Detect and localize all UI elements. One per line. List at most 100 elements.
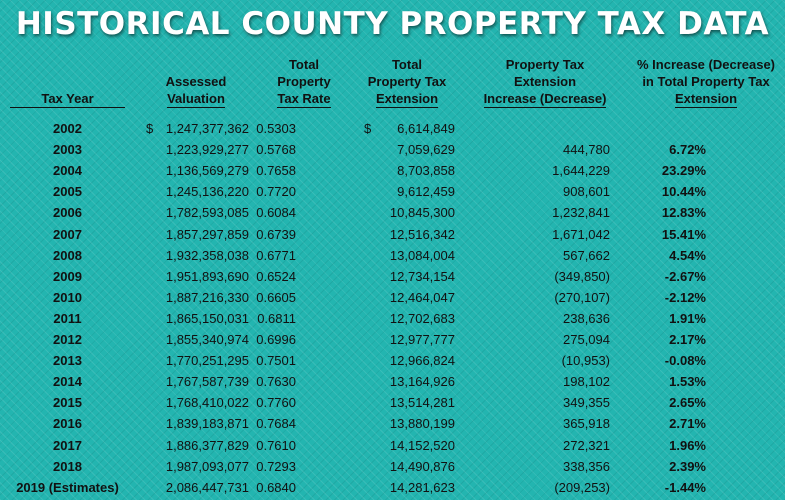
assessed-valuation-cell: 1,768,410,022 xyxy=(165,395,249,411)
extension-increase-cell: 275,094 xyxy=(563,332,610,347)
tax-rate-cell: 0.5768 xyxy=(256,142,296,158)
table-row: 2010 1,887,216,330 0.6605 12,464,047 (270,10… xyxy=(0,287,785,308)
tax-extension-cell: 14,490,876 xyxy=(389,458,455,474)
extension-increase-cell: 1,232,841 xyxy=(552,205,610,221)
header-line: Tax Year xyxy=(10,90,125,108)
assessed-valuation-cell: 1,886,377,829 xyxy=(165,437,249,453)
header-line: Assessed xyxy=(165,74,227,89)
percent-increase-cell: 12.83% xyxy=(661,205,706,221)
table-row: 2005 1,245,136,220 0.7720 9,612,459 908,601 1… xyxy=(0,181,785,202)
tax-year-cell: 2011 xyxy=(53,310,82,326)
extension-increase-cell: 1,644,229 xyxy=(552,163,610,179)
tax-rate-cell: 0.6771 xyxy=(256,247,296,263)
tax-year-cell: 2004 xyxy=(53,163,82,179)
tax-year-cell: 2015 xyxy=(53,395,82,411)
tax-rate-cell: 0.7630 xyxy=(256,374,296,390)
header-line: Property xyxy=(277,74,331,89)
tax-rate-cell: 0.7610 xyxy=(256,437,296,453)
tax-rate-cell: 0.5303 xyxy=(256,121,296,136)
tax-extension-cell: 7,059,629 xyxy=(397,142,455,158)
assessed-valuation-cell: 2,086,447,731 xyxy=(165,479,249,495)
table-row: $ $2002 1,247,377,362 0.5303 6,614,849 xyxy=(0,118,785,139)
tax-extension-cell: 12,977,777 xyxy=(389,332,455,347)
extension-increase-cell: (10,953) xyxy=(561,353,610,369)
tax-extension-cell: 8,703,858 xyxy=(397,163,455,179)
tax-rate-cell: 0.6811 xyxy=(257,310,296,326)
tax-year-cell: 2009 xyxy=(53,268,82,284)
tax-extension-cell: 14,152,520 xyxy=(389,437,455,453)
tax-year-cell: 2019 (Estimates) xyxy=(16,479,119,495)
tax-year-cell: 2018 xyxy=(53,458,82,474)
header-line: Valuation xyxy=(167,91,225,108)
header-line: % Increase (Decrease) xyxy=(636,57,776,72)
tax-rate-cell: 0.6524 xyxy=(256,268,296,284)
tax-rate-cell: 0.7658 xyxy=(256,163,296,179)
assessed-valuation-cell: 1,770,251,295 xyxy=(165,353,249,369)
extension-increase-cell: 349,355 xyxy=(563,395,610,411)
header-line: Increase (Decrease) xyxy=(483,91,607,108)
percent-increase-cell: -2.67% xyxy=(664,268,706,284)
extension-increase-cell: 444,780 xyxy=(563,142,610,158)
extension-increase-cell: 365,918 xyxy=(563,416,610,432)
table-row: 2009 1,951,893,690 0.6524 12,734,154 (349,85… xyxy=(0,266,785,287)
header-line: Property Tax xyxy=(367,74,447,89)
tax-extension-cell: 9,612,459 xyxy=(397,184,455,200)
extension-increase-cell: 567,662 xyxy=(563,247,610,263)
table-row: 2015 1,768,410,022 0.7760 13,514,281 349,355… xyxy=(0,392,785,413)
tax-extension-cell: 12,966,824 xyxy=(389,353,455,369)
table-row: 2016 1,839,183,871 0.7684 13,880,199 365,918… xyxy=(0,413,785,434)
table-row: 2012 1,855,340,974 0.6996 12,977,777 275,094… xyxy=(0,329,785,350)
header-line: Total xyxy=(391,57,423,72)
percent-increase-cell: 4.54% xyxy=(669,247,706,263)
header-percent-increase: % Increase (Decrease) in Total Property … xyxy=(628,48,784,108)
assessed-valuation-cell: 1,839,183,871 xyxy=(165,416,249,432)
percent-increase-cell: -2.12% xyxy=(664,289,706,305)
tax-year-cell: 2006 xyxy=(53,205,82,221)
table-row: 2008 1,932,358,038 0.6771 13,084,004 567,662… xyxy=(0,245,785,266)
header-line: Property Tax xyxy=(505,57,585,72)
extension-increase-cell: (209,253) xyxy=(554,479,610,495)
percent-increase-cell: 10.44% xyxy=(661,184,706,200)
table-row: 2004 1,136,569,279 0.7658 8,703,858 1,644,22… xyxy=(0,160,785,181)
header-line: Total xyxy=(288,57,320,72)
table-row: 2014 1,767,587,739 0.7630 13,164,926 198,102… xyxy=(0,371,785,392)
assessed-valuation-cell: 1,951,893,690 xyxy=(165,268,249,284)
assessed-valuation-cell: 1,136,569,279 xyxy=(165,163,249,179)
percent-increase-cell: -0.08% xyxy=(664,353,706,369)
tax-year-cell: 2012 xyxy=(53,332,82,347)
percent-increase-cell: 2.39% xyxy=(669,458,706,474)
currency-symbol: $ xyxy=(146,121,154,136)
tax-rate-cell: 0.6996 xyxy=(256,332,296,347)
assessed-valuation-cell: 1,857,297,859 xyxy=(165,226,249,242)
extension-increase-cell: 238,636 xyxy=(563,310,610,326)
currency-symbol: $ xyxy=(364,121,372,136)
tax-year-cell: 2003 xyxy=(53,142,82,158)
table-row: 2013 1,770,251,295 0.7501 12,966,824 (10,953… xyxy=(0,350,785,371)
tax-year-cell: 2010 xyxy=(53,289,82,305)
tax-extension-cell: 13,514,281 xyxy=(389,395,455,411)
tax-extension-cell: 12,464,047 xyxy=(389,289,455,305)
header-tax-extension: Total Property Tax Extension xyxy=(355,48,459,108)
tax-extension-cell: 12,734,154 xyxy=(389,268,455,284)
header-assessed-valuation: Assessed Valuation xyxy=(146,48,246,108)
assessed-valuation-cell: 1,987,093,077 xyxy=(165,458,249,474)
header-extension-increase: Property Tax Extension Increase (Decreas… xyxy=(474,48,616,108)
tax-rate-cell: 0.6739 xyxy=(256,226,296,242)
assessed-valuation-cell: 1,932,358,038 xyxy=(165,247,249,263)
header-line: Extension xyxy=(674,91,738,108)
table-row: 2003 1,223,929,277 0.5768 7,059,629 444,780 6… xyxy=(0,139,785,160)
assessed-valuation-cell: 1,245,136,220 xyxy=(165,184,249,200)
assessed-valuation-cell: 1,865,150,031 xyxy=(165,310,249,326)
tax-rate-cell: 0.6084 xyxy=(256,205,296,221)
tax-extension-cell: 12,702,683 xyxy=(389,310,455,326)
table-row: 2007 1,857,297,859 0.6739 12,516,342 1,671,0… xyxy=(0,224,785,245)
table-row: 2017 1,886,377,829 0.7610 14,152,520 272,321… xyxy=(0,435,785,456)
percent-increase-cell: 2.71% xyxy=(669,416,706,432)
tax-rate-cell: 0.7760 xyxy=(256,395,296,411)
tax-rate-cell: 0.6605 xyxy=(256,289,296,305)
extension-increase-cell: (349,850) xyxy=(554,268,610,284)
tax-extension-cell: 14,281,623 xyxy=(389,479,455,495)
percent-increase-cell: 2.65% xyxy=(669,395,706,411)
assessed-valuation-cell: 1,247,377,362 xyxy=(165,121,249,136)
tax-year-cell: 2013 xyxy=(53,353,82,369)
